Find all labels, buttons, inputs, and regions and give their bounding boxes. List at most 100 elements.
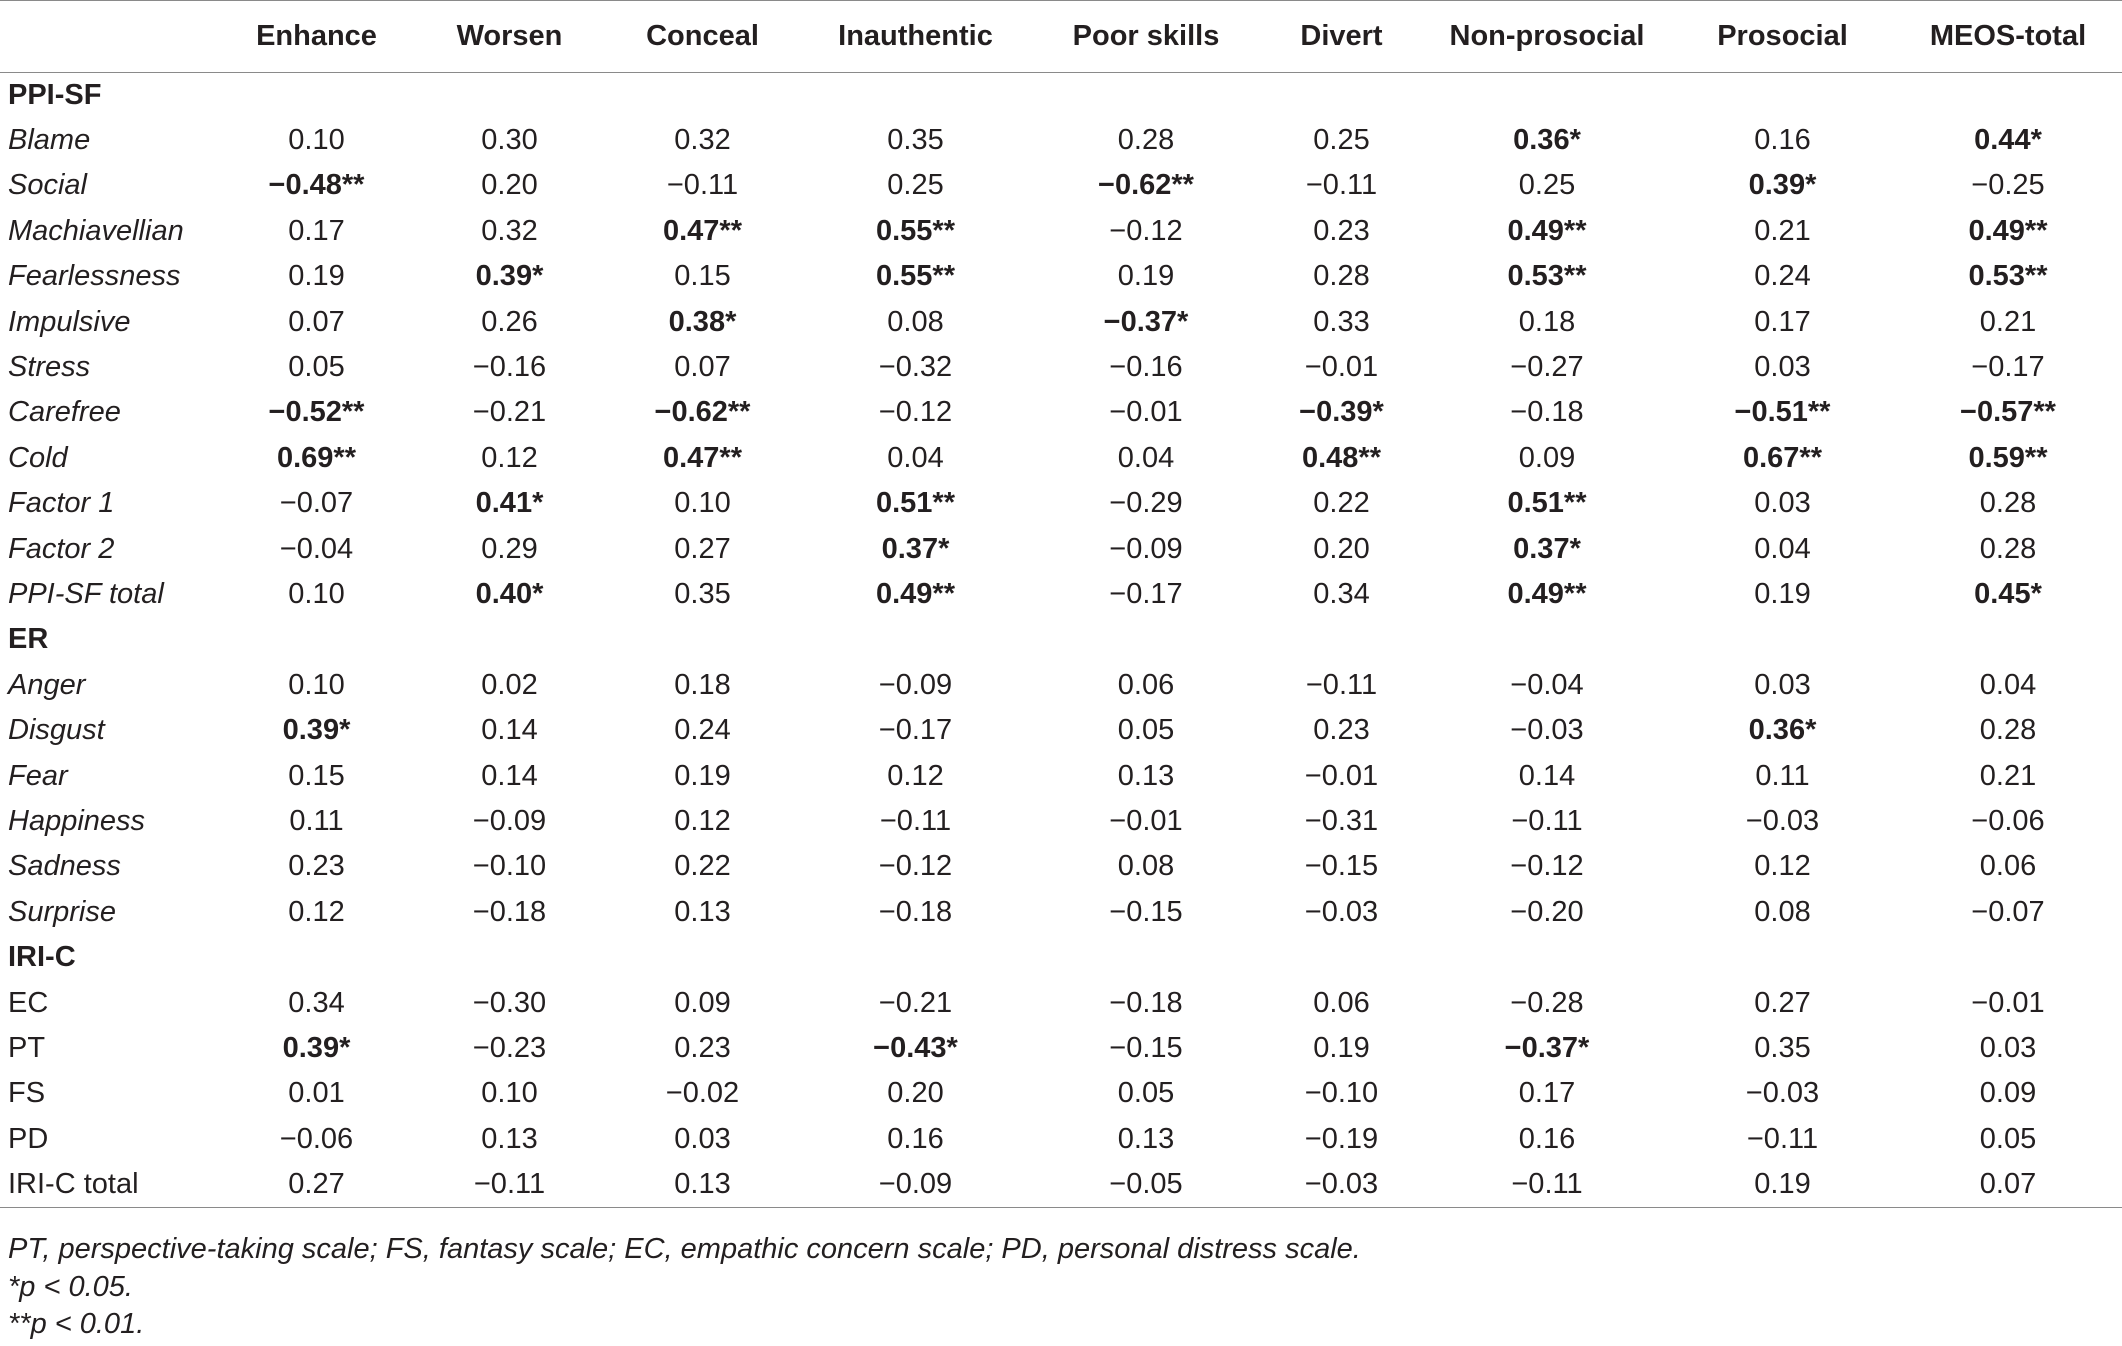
section-header-row: ER	[0, 617, 2122, 662]
table-cell: 0.35	[887, 124, 944, 157]
table-cell: −0.09	[1109, 532, 1183, 565]
table-cell: 0.03	[1754, 351, 1811, 384]
table-row: PD −0.06 0.13 0.03 0.16 0.13 −0.19 0.16 −0.11 0.0…	[0, 1116, 2122, 1161]
table-cell: 0.25	[1313, 124, 1370, 157]
table-cell: −0.57**	[1960, 396, 2056, 429]
table-cell: 0.23	[674, 1031, 731, 1064]
footnote-abbreviations: PT, perspective-taking scale; FS, fantas…	[8, 1233, 1361, 1265]
table-cell: −0.09	[472, 804, 547, 837]
table-cell: 0.17	[1518, 1077, 1576, 1110]
table-cell: 0.27	[674, 532, 731, 565]
table-cell: 0.22	[1313, 487, 1370, 520]
table-cell: 0.12	[288, 895, 345, 928]
table-cell: 0.21	[1979, 759, 2037, 792]
table-cell: −0.18	[878, 895, 953, 928]
table-cell: −0.11	[1746, 1122, 1819, 1155]
section-label: IRI-C	[8, 941, 76, 974]
table-cell: 0.13	[606, 1161, 799, 1208]
table-cell: 0.19	[1313, 1031, 1370, 1064]
table-cell: −0.03	[1745, 804, 1820, 837]
table-cell: 0.33	[1313, 305, 1370, 338]
table-cell: 0.19	[1754, 577, 1811, 610]
section-header-row: PPI-SF	[0, 73, 2122, 118]
table-cell: 0.17	[1754, 305, 1811, 338]
table-cell: 0.10	[288, 124, 345, 157]
header-row: Enhance Worsen Conceal Inauthentic Poor …	[0, 0, 2122, 73]
header-cell-conceal: Conceal	[606, 0, 799, 73]
table-cell: 0.27	[1754, 986, 1811, 1019]
table-cell: −0.02	[665, 1077, 740, 1110]
table-cell: 0.19	[288, 260, 345, 293]
row-label: IRI-C total	[0, 1161, 220, 1208]
table-cell: 0.12	[674, 804, 731, 837]
row-label: Carefree	[8, 396, 121, 429]
row-label: PD	[8, 1122, 49, 1155]
table-cell: 0.16	[887, 1122, 944, 1155]
table-cell: 0.23	[1313, 714, 1370, 747]
table-cell: 0.28	[1979, 532, 2037, 565]
table-cell: 0.20	[481, 169, 538, 202]
table-row: EC 0.34 −0.30 0.09 −0.21 −0.18 0.06 −0.28 0.27 −0…	[0, 980, 2122, 1025]
row-label: Sadness	[8, 850, 121, 883]
table-cell: −0.06	[279, 1122, 354, 1155]
header-cell-poor-skills: Poor skills	[1032, 0, 1260, 73]
row-label: Happiness	[8, 804, 146, 837]
table-row: Stress 0.05 −0.16 0.07 −0.32 −0.16 −0.01 −0.27 0…	[0, 345, 2122, 390]
table-cell: −0.18	[472, 895, 547, 928]
table-cell: 0.32	[674, 124, 731, 157]
table-cell: −0.11	[879, 804, 952, 837]
table-cell: 0.05	[1117, 714, 1175, 747]
table-cell: 0.17	[288, 214, 345, 247]
row-label: Anger	[8, 668, 86, 701]
table-cell: −0.17	[1971, 351, 2045, 384]
table-cell: 0.14	[481, 714, 538, 747]
table-cell: −0.01	[1304, 351, 1379, 384]
row-label: PT	[8, 1031, 46, 1064]
table-cell: −0.32	[878, 351, 953, 384]
table-cell: 0.23	[288, 850, 345, 883]
table-cell: −0.12	[1109, 214, 1183, 247]
table-cell: 0.36*	[1513, 124, 1581, 157]
table-cell: 0.11	[289, 804, 344, 837]
table-cell: 0.10	[288, 577, 345, 610]
row-label: FS	[8, 1077, 46, 1110]
table-row: IRI-C total 0.27 −0.11 0.13 −0.09 −0.05 −0.03−…	[0, 1161, 2122, 1208]
table-cell: 0.35	[674, 577, 731, 610]
table-cell: 0.23	[1313, 214, 1370, 247]
table-footnotes: PT, perspective-taking scale; FS, fantas…	[8, 1231, 1361, 1344]
table-cell: −0.17	[878, 714, 953, 747]
table-cell: 0.07	[674, 351, 731, 384]
table-cell: 0.11	[1755, 759, 1810, 792]
table-cell: 0.08	[1117, 850, 1175, 883]
table-cell: −0.03	[1304, 895, 1379, 928]
table-cell: 0.25	[1518, 169, 1576, 202]
table-cell: −0.09	[878, 668, 953, 701]
table-cell: −0.20	[1510, 895, 1584, 928]
table-cell: 0.07	[1894, 1161, 2122, 1208]
table-cell: −0.12	[878, 396, 953, 429]
table-cell: 0.13	[674, 895, 731, 928]
table-cell: 0.49**	[875, 577, 955, 610]
table-cell: 0.44*	[1974, 124, 2042, 157]
table-row: Fear 0.15 0.14 0.19 0.12 0.13 −0.01 0.14 0.11 0.2…	[0, 753, 2122, 798]
table-cell: −0.09	[799, 1161, 1032, 1208]
table-cell: 0.20	[1313, 532, 1370, 565]
table-cell: 0.02	[481, 668, 538, 701]
table-cell: −0.37*	[1103, 305, 1189, 338]
table-cell: −0.04	[1510, 668, 1584, 701]
table-cell: 0.06	[1313, 986, 1370, 1019]
table-cell: −0.01	[1304, 759, 1379, 792]
table-cell: −0.19	[1304, 1122, 1379, 1155]
row-label: Social	[8, 169, 87, 202]
table-cell: 0.25	[887, 169, 944, 202]
table-row: PPI-SF total 0.10 0.40* 0.35 0.49** −0.17 0.34…	[0, 572, 2122, 617]
table-cell: 0.37*	[1513, 532, 1581, 565]
table-cell: −0.25	[1971, 169, 2045, 202]
section-label: ER	[8, 623, 49, 656]
table-cell: −0.29	[1109, 487, 1183, 520]
table-cell: 0.20	[887, 1077, 944, 1110]
table-cell: 0.39*	[282, 714, 351, 747]
table-cell: 0.06	[1117, 668, 1175, 701]
table-cell: −0.62**	[1098, 169, 1194, 202]
table-cell: 0.18	[1518, 305, 1576, 338]
